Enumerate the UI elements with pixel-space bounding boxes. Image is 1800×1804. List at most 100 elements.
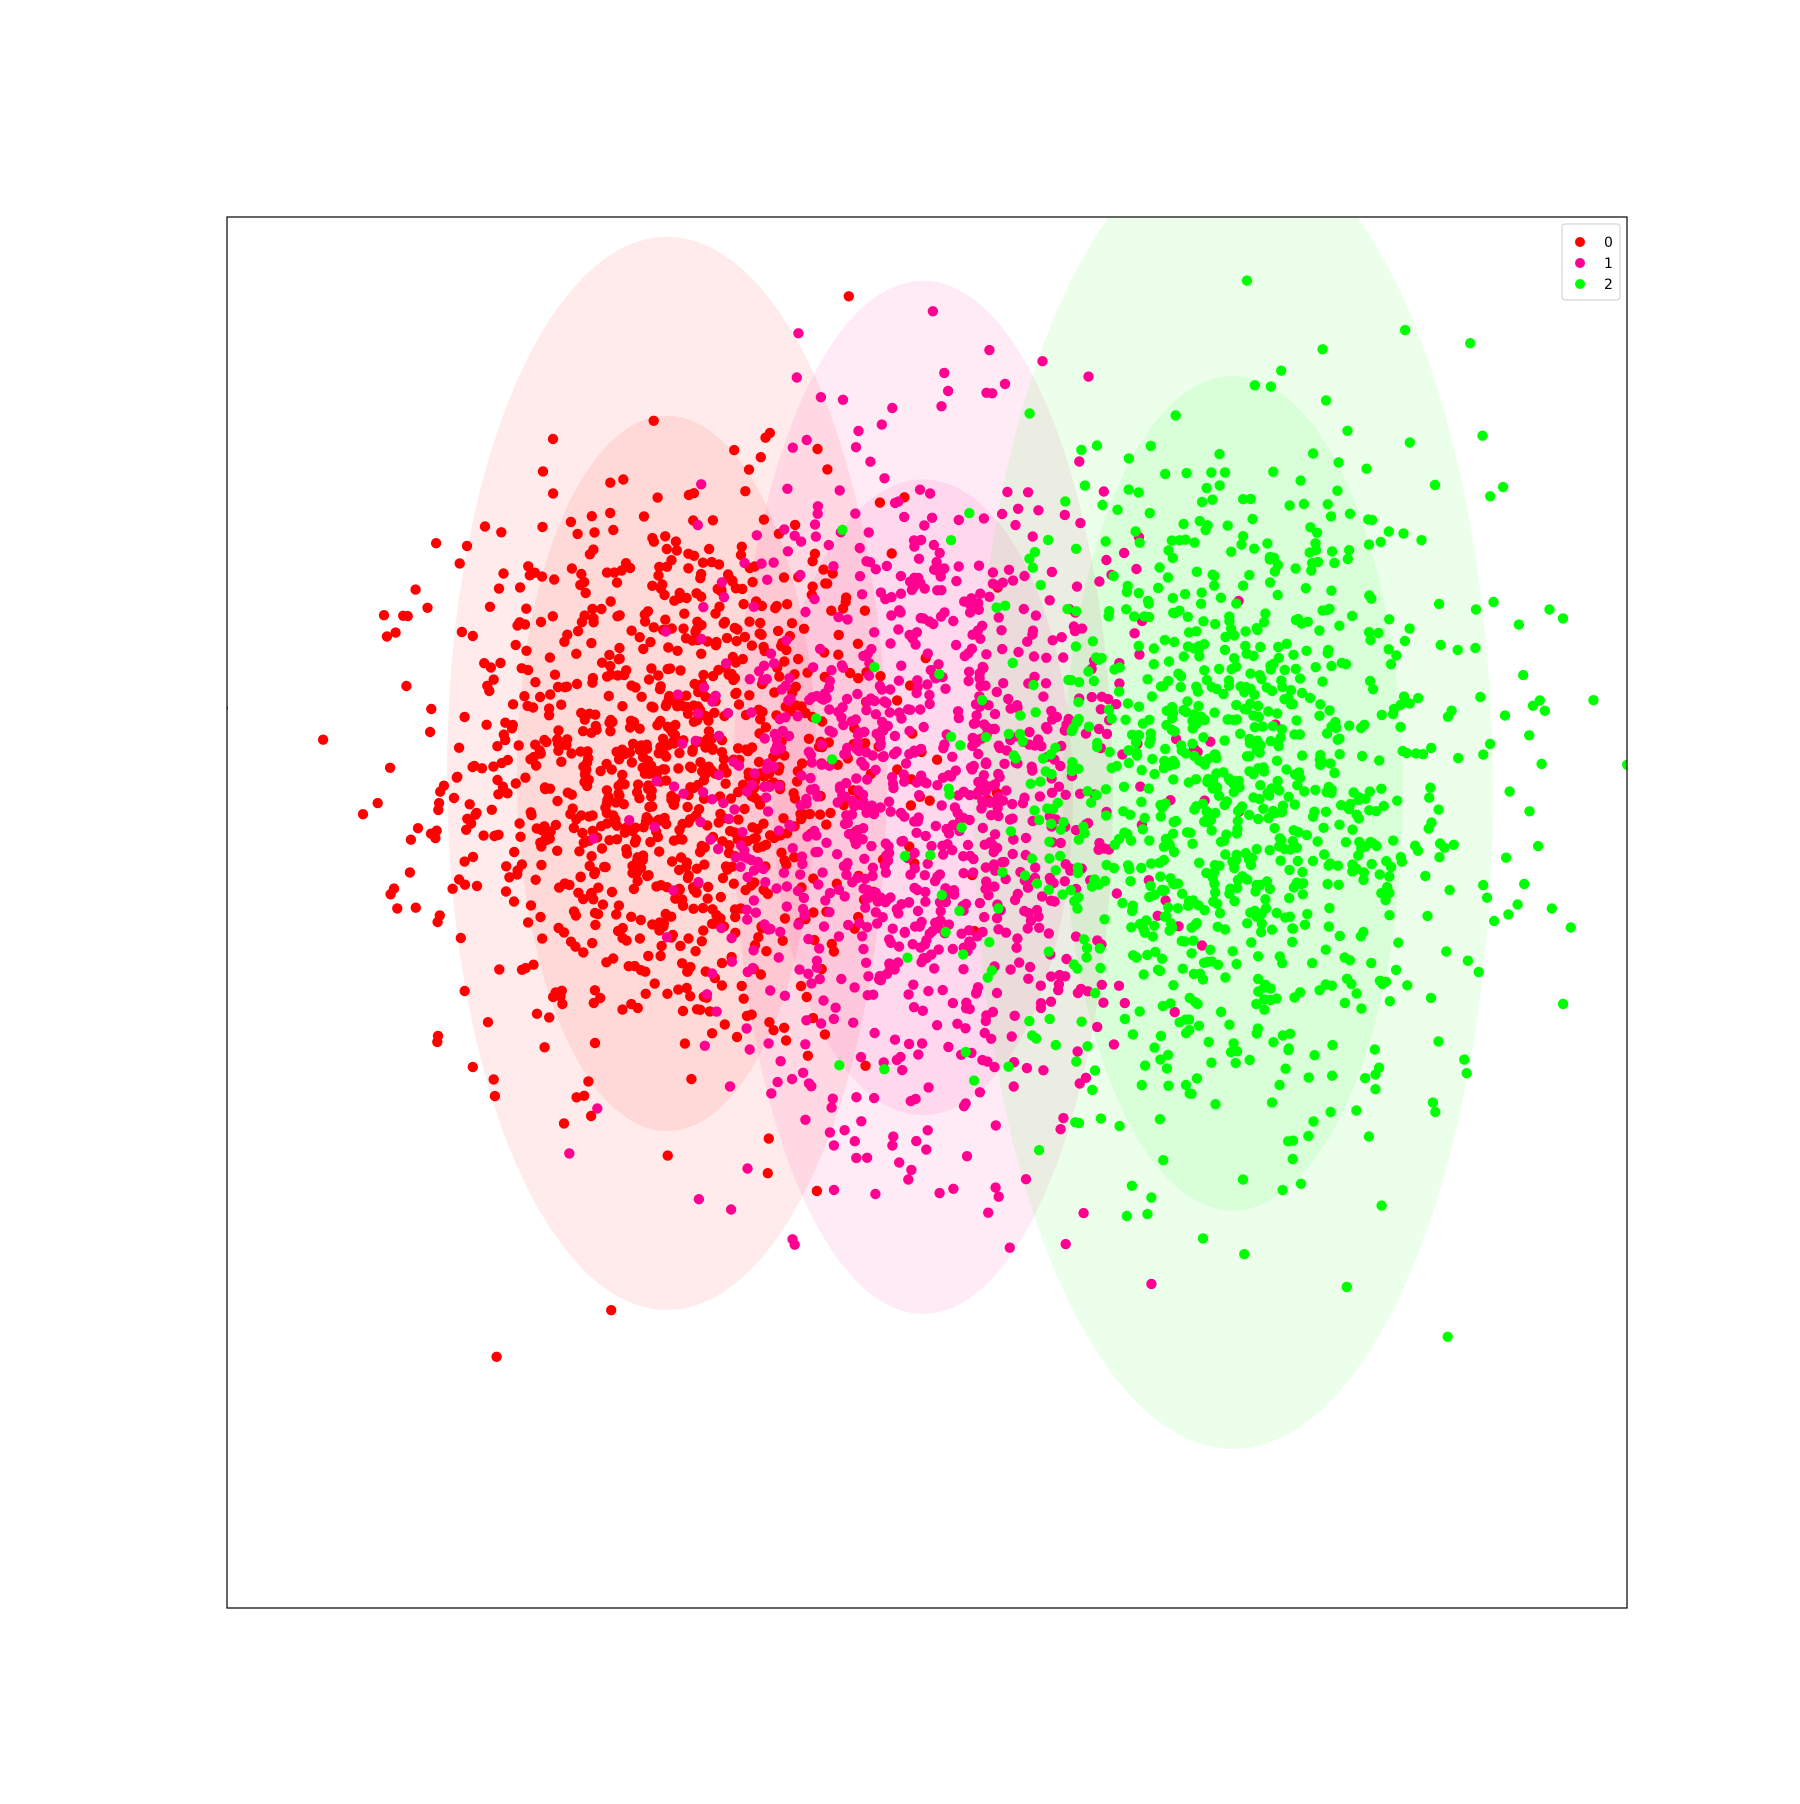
data-point (1095, 704, 1107, 715)
data-point (751, 530, 762, 541)
data-point (654, 925, 665, 936)
data-point (989, 779, 1001, 790)
data-point (1106, 762, 1117, 774)
data-point (1035, 776, 1046, 787)
data-point (1206, 1057, 1217, 1068)
data-point (583, 1076, 594, 1087)
data-point (1096, 979, 1108, 990)
data-point (1236, 539, 1247, 550)
data-point (919, 776, 930, 788)
data-point (726, 956, 738, 967)
data-point (677, 738, 688, 749)
data-point (851, 1092, 862, 1103)
data-point (661, 561, 673, 572)
data-point (1265, 736, 1276, 747)
data-point (1342, 425, 1353, 436)
legend-marker-2 (1575, 279, 1585, 289)
data-point (628, 883, 640, 895)
data-point (1191, 1073, 1203, 1084)
data-point (1413, 692, 1424, 704)
data-point (1219, 467, 1231, 478)
data-point (1539, 705, 1551, 716)
data-point (1163, 902, 1174, 913)
data-point (1050, 1039, 1062, 1051)
data-point (1301, 645, 1312, 656)
data-point (683, 563, 694, 574)
data-point (996, 508, 1008, 520)
data-point (851, 1152, 862, 1164)
data-point (482, 680, 493, 691)
data-point (1499, 710, 1511, 721)
data-point (1225, 1047, 1237, 1058)
data-point (787, 1234, 798, 1245)
data-point (1269, 823, 1280, 834)
data-point (1399, 635, 1411, 647)
data-point (1289, 992, 1300, 1003)
data-point (1322, 499, 1334, 510)
data-point (895, 570, 907, 582)
data-point (1425, 992, 1437, 1004)
data-point (938, 849, 949, 860)
data-point (861, 705, 872, 716)
data-point (1070, 543, 1082, 554)
data-point (798, 623, 810, 634)
data-point (583, 753, 594, 764)
data-point (1277, 958, 1288, 969)
data-point (943, 1041, 954, 1053)
data-point (729, 804, 740, 815)
data-point (874, 733, 886, 744)
data-point (702, 893, 713, 904)
data-point (1213, 663, 1225, 675)
data-point (1442, 1331, 1453, 1343)
data-point (826, 665, 837, 676)
data-point (1178, 518, 1189, 530)
data-point (748, 945, 759, 956)
data-point (1075, 517, 1086, 529)
data-point (1398, 691, 1410, 702)
data-point (1078, 1207, 1089, 1219)
data-point (676, 958, 688, 969)
data-point (571, 814, 582, 825)
data-point (735, 549, 747, 561)
data-point (1260, 903, 1272, 914)
data-point (1181, 827, 1193, 838)
data-point (1205, 944, 1216, 955)
data-point (603, 791, 614, 803)
data-point (1047, 635, 1058, 646)
data-point (604, 835, 615, 846)
data-point (778, 572, 790, 583)
data-point (913, 1049, 924, 1060)
data-point (857, 931, 868, 942)
data-point (1003, 1061, 1014, 1072)
data-point (858, 943, 869, 955)
data-point (921, 935, 932, 946)
data-point (930, 820, 941, 832)
data-point (586, 727, 597, 738)
data-point (1036, 891, 1048, 902)
data-point (1122, 860, 1134, 871)
data-point (923, 1082, 934, 1093)
data-point (1346, 610, 1358, 622)
data-point (774, 671, 785, 682)
data-point (689, 678, 700, 690)
data-point (895, 607, 906, 618)
data-point (682, 708, 694, 719)
data-point (605, 507, 616, 519)
data-point (1199, 665, 1210, 676)
data-point (1392, 795, 1403, 806)
data-point (722, 707, 734, 719)
data-point (775, 926, 786, 938)
data-point (588, 613, 599, 624)
data-point (968, 760, 979, 772)
data-point (1202, 520, 1213, 531)
data-point (1333, 457, 1344, 468)
data-point (1149, 768, 1160, 780)
data-point (1327, 1039, 1338, 1051)
data-point (879, 473, 890, 484)
data-point (1191, 681, 1202, 692)
data-point (715, 891, 726, 903)
data-point (1098, 997, 1109, 1008)
data-point (464, 799, 475, 810)
data-point (1037, 753, 1049, 764)
data-point (1364, 675, 1376, 687)
